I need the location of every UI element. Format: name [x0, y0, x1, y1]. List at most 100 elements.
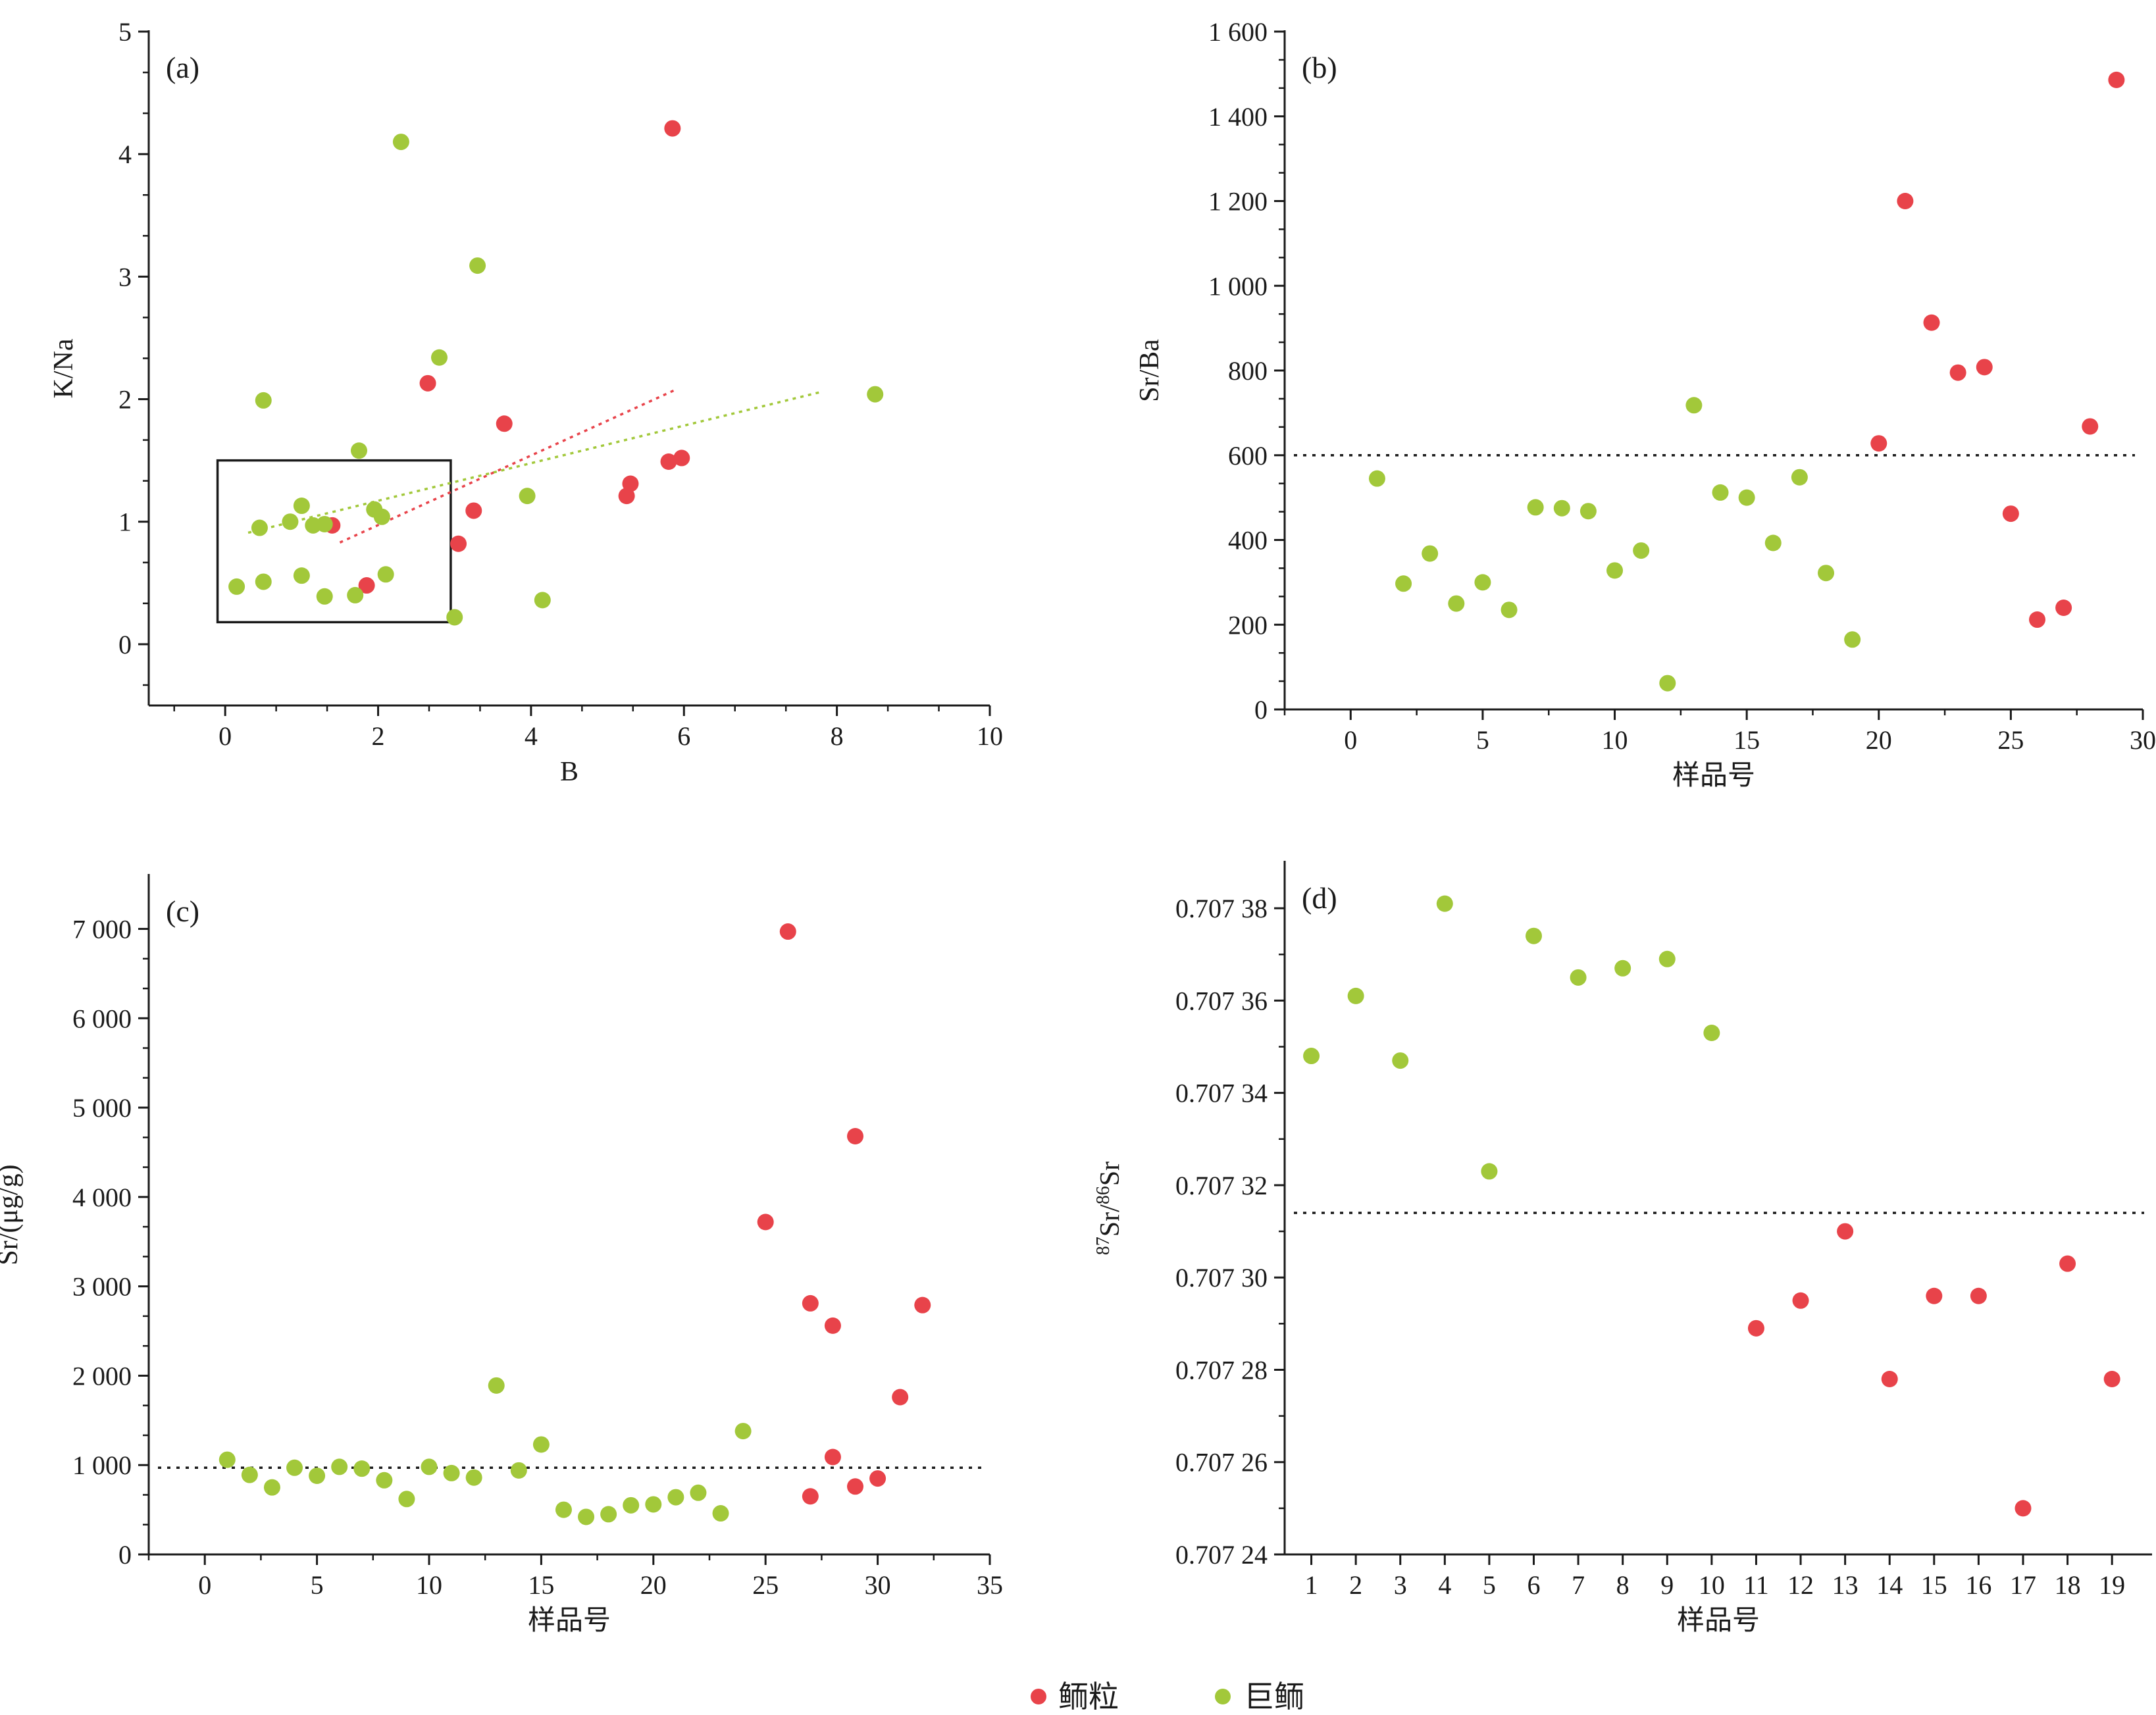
data-point-green [1436, 895, 1453, 912]
data-point-green [1422, 545, 1439, 562]
data-point-green [263, 1479, 280, 1496]
data-point-red [802, 1294, 819, 1312]
y-tick-label: 800 [1228, 356, 1268, 386]
x-tick-label: 12 [1787, 1570, 1814, 1600]
data-point-red [869, 1470, 886, 1487]
data-point-red [2015, 1500, 2032, 1517]
data-point-green [1712, 484, 1729, 501]
y-axis-label: Sr/(μg/g) [0, 1164, 24, 1265]
data-point-green [1606, 562, 1624, 579]
data-point-red [1897, 193, 1914, 209]
data-point-green [1474, 574, 1491, 591]
panel-label: (a) [166, 51, 199, 84]
data-point-green [1579, 503, 1597, 520]
x-tick-label: 0 [1344, 725, 1357, 755]
data-point-green [373, 508, 390, 525]
panel-label: (b) [1302, 51, 1337, 84]
x-tick-label: 4 [525, 721, 538, 751]
trendline-red [339, 388, 677, 544]
y-tick-label: 2 000 [72, 1361, 132, 1391]
x-tick-label: 35 [977, 1570, 1003, 1600]
x-tick-label: 4 [1438, 1570, 1451, 1600]
data-point-green [1501, 602, 1518, 619]
x-tick-label: 30 [2130, 725, 2156, 755]
data-point-red [1923, 314, 1940, 331]
data-point-green [1844, 631, 1861, 648]
data-point-red [892, 1389, 909, 1406]
data-point-green [1481, 1163, 1498, 1180]
panel-b-srba-vs-sample: 0 5 10 15 20 25 30 0 200 400 600 800 1 000 1 200 1 400… [1135, 17, 2156, 791]
data-point-green [392, 134, 409, 151]
x-tick-label: 14 [1876, 1570, 1903, 1600]
data-point-green [1368, 470, 1385, 487]
y-tick-label: 4 000 [72, 1183, 132, 1212]
data-point-green [331, 1458, 348, 1475]
x-tick-label: 16 [1965, 1570, 1991, 1600]
data-point-green [469, 257, 486, 274]
x-tick-label: 20 [640, 1570, 667, 1600]
y-tick-label: 0.707 34 [1175, 1079, 1268, 1108]
data-point-red [1837, 1223, 1854, 1240]
x-tick-label: 3 [1394, 1570, 1407, 1600]
data-point-green [1791, 469, 1808, 486]
data-point-green [867, 386, 884, 403]
data-point-green [578, 1508, 595, 1525]
trendline-green [247, 390, 822, 534]
data-point-green [645, 1496, 662, 1513]
data-point-green [510, 1462, 527, 1479]
data-point-green [1448, 595, 1465, 612]
data-point-green [734, 1423, 752, 1440]
x-tick-label: 7 [1572, 1570, 1585, 1600]
data-point-red [1792, 1292, 1809, 1309]
panel-c-sr-vs-sample: 0 5 10 15 20 25 30 35 0 1 000 2 000 3 000 4 000 5 000… [0, 874, 1003, 1636]
x-tick-label: 5 [1483, 1570, 1496, 1600]
x-tick-label: 18 [2055, 1570, 2081, 1600]
data-point-green [286, 1459, 303, 1476]
data-point-red [673, 449, 690, 467]
y-tick-label: 0 [118, 630, 132, 659]
x-axis-label: 样品号 [1677, 1606, 1760, 1636]
data-point-red [757, 1214, 774, 1231]
data-point-green [1658, 950, 1676, 967]
y-tick-label: 0 [118, 1540, 132, 1570]
data-point-green [1703, 1024, 1720, 1041]
data-point-green [376, 1472, 393, 1489]
data-point-green [532, 1436, 550, 1453]
data-point-green [218, 1451, 236, 1468]
legend: 鲕粒 巨鲕 [1031, 1680, 1304, 1714]
data-point-green [555, 1501, 572, 1518]
panel-a-kna-vs-b: 0 2 4 6 8 10 0 1 2 3 4 5 B K/Na (a) [49, 17, 1003, 787]
y-axis-label: 87Sr/86Sr [1093, 1162, 1126, 1255]
x-tick-label: 30 [865, 1570, 891, 1600]
data-point-green [228, 578, 245, 595]
data-point-red [1747, 1319, 1764, 1337]
legend-marker-giant-ooid [1215, 1689, 1231, 1704]
data-point-green [488, 1377, 505, 1394]
x-tick-label: 13 [1832, 1570, 1859, 1600]
data-point-green [1527, 499, 1544, 516]
x-tick-label: 8 [1616, 1570, 1630, 1600]
data-point-red [419, 374, 436, 392]
data-point-red [914, 1296, 931, 1314]
x-tick-label: 5 [1476, 725, 1489, 755]
y-tick-label: 0 [1254, 695, 1268, 725]
data-point-red [2082, 418, 2099, 435]
y-tick-label: 6 000 [72, 1004, 132, 1033]
data-point-green [1553, 499, 1570, 517]
data-point-red [664, 120, 681, 137]
x-tick-label: 0 [198, 1570, 211, 1600]
data-point-red [618, 488, 635, 505]
data-point-red [779, 923, 796, 940]
y-tick-label: 0.707 38 [1175, 894, 1268, 923]
data-point-green [1395, 575, 1412, 592]
y-tick-label: 5 000 [72, 1093, 132, 1123]
x-tick-label: 6 [677, 721, 690, 751]
panel-label: (d) [1302, 881, 1337, 915]
data-point-red [802, 1488, 819, 1505]
x-tick-label: 9 [1660, 1570, 1674, 1600]
data-point-red [847, 1128, 864, 1145]
y-tick-label: 5 [118, 17, 132, 47]
data-point-green [443, 1464, 460, 1481]
data-point-green [1659, 675, 1676, 692]
